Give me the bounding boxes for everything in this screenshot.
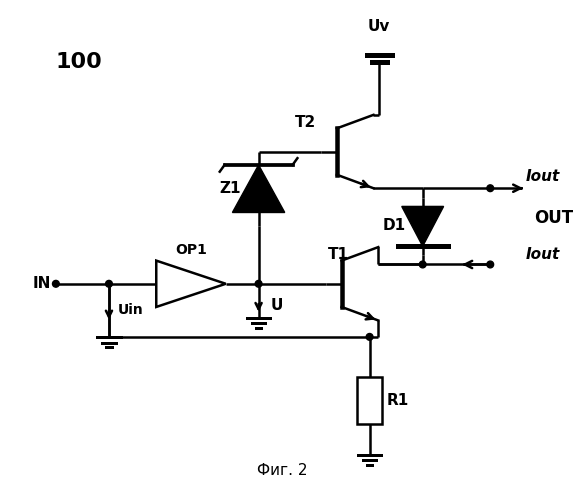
Text: R1: R1 <box>387 393 409 408</box>
Text: Iout: Iout <box>526 248 560 262</box>
Text: Iout: Iout <box>526 169 560 184</box>
Circle shape <box>366 334 373 340</box>
Text: Фиг. 2: Фиг. 2 <box>258 462 308 477</box>
Circle shape <box>487 261 494 268</box>
Text: T1: T1 <box>328 248 349 262</box>
Circle shape <box>106 280 113 287</box>
Circle shape <box>419 261 426 268</box>
Bar <box>357 378 382 424</box>
Text: 100: 100 <box>56 52 103 72</box>
Text: Uin: Uin <box>118 303 143 317</box>
Text: D1: D1 <box>382 218 405 234</box>
Text: U: U <box>270 298 282 312</box>
Polygon shape <box>402 206 444 246</box>
Text: T2: T2 <box>295 115 317 130</box>
Circle shape <box>53 280 59 287</box>
Circle shape <box>487 185 494 192</box>
Text: IN: IN <box>32 276 51 291</box>
Circle shape <box>255 280 262 287</box>
Text: OP1: OP1 <box>175 243 207 257</box>
Text: OUT: OUT <box>534 209 573 227</box>
Polygon shape <box>233 165 285 212</box>
Text: Z1: Z1 <box>220 180 241 196</box>
Text: Uv: Uv <box>368 19 390 34</box>
